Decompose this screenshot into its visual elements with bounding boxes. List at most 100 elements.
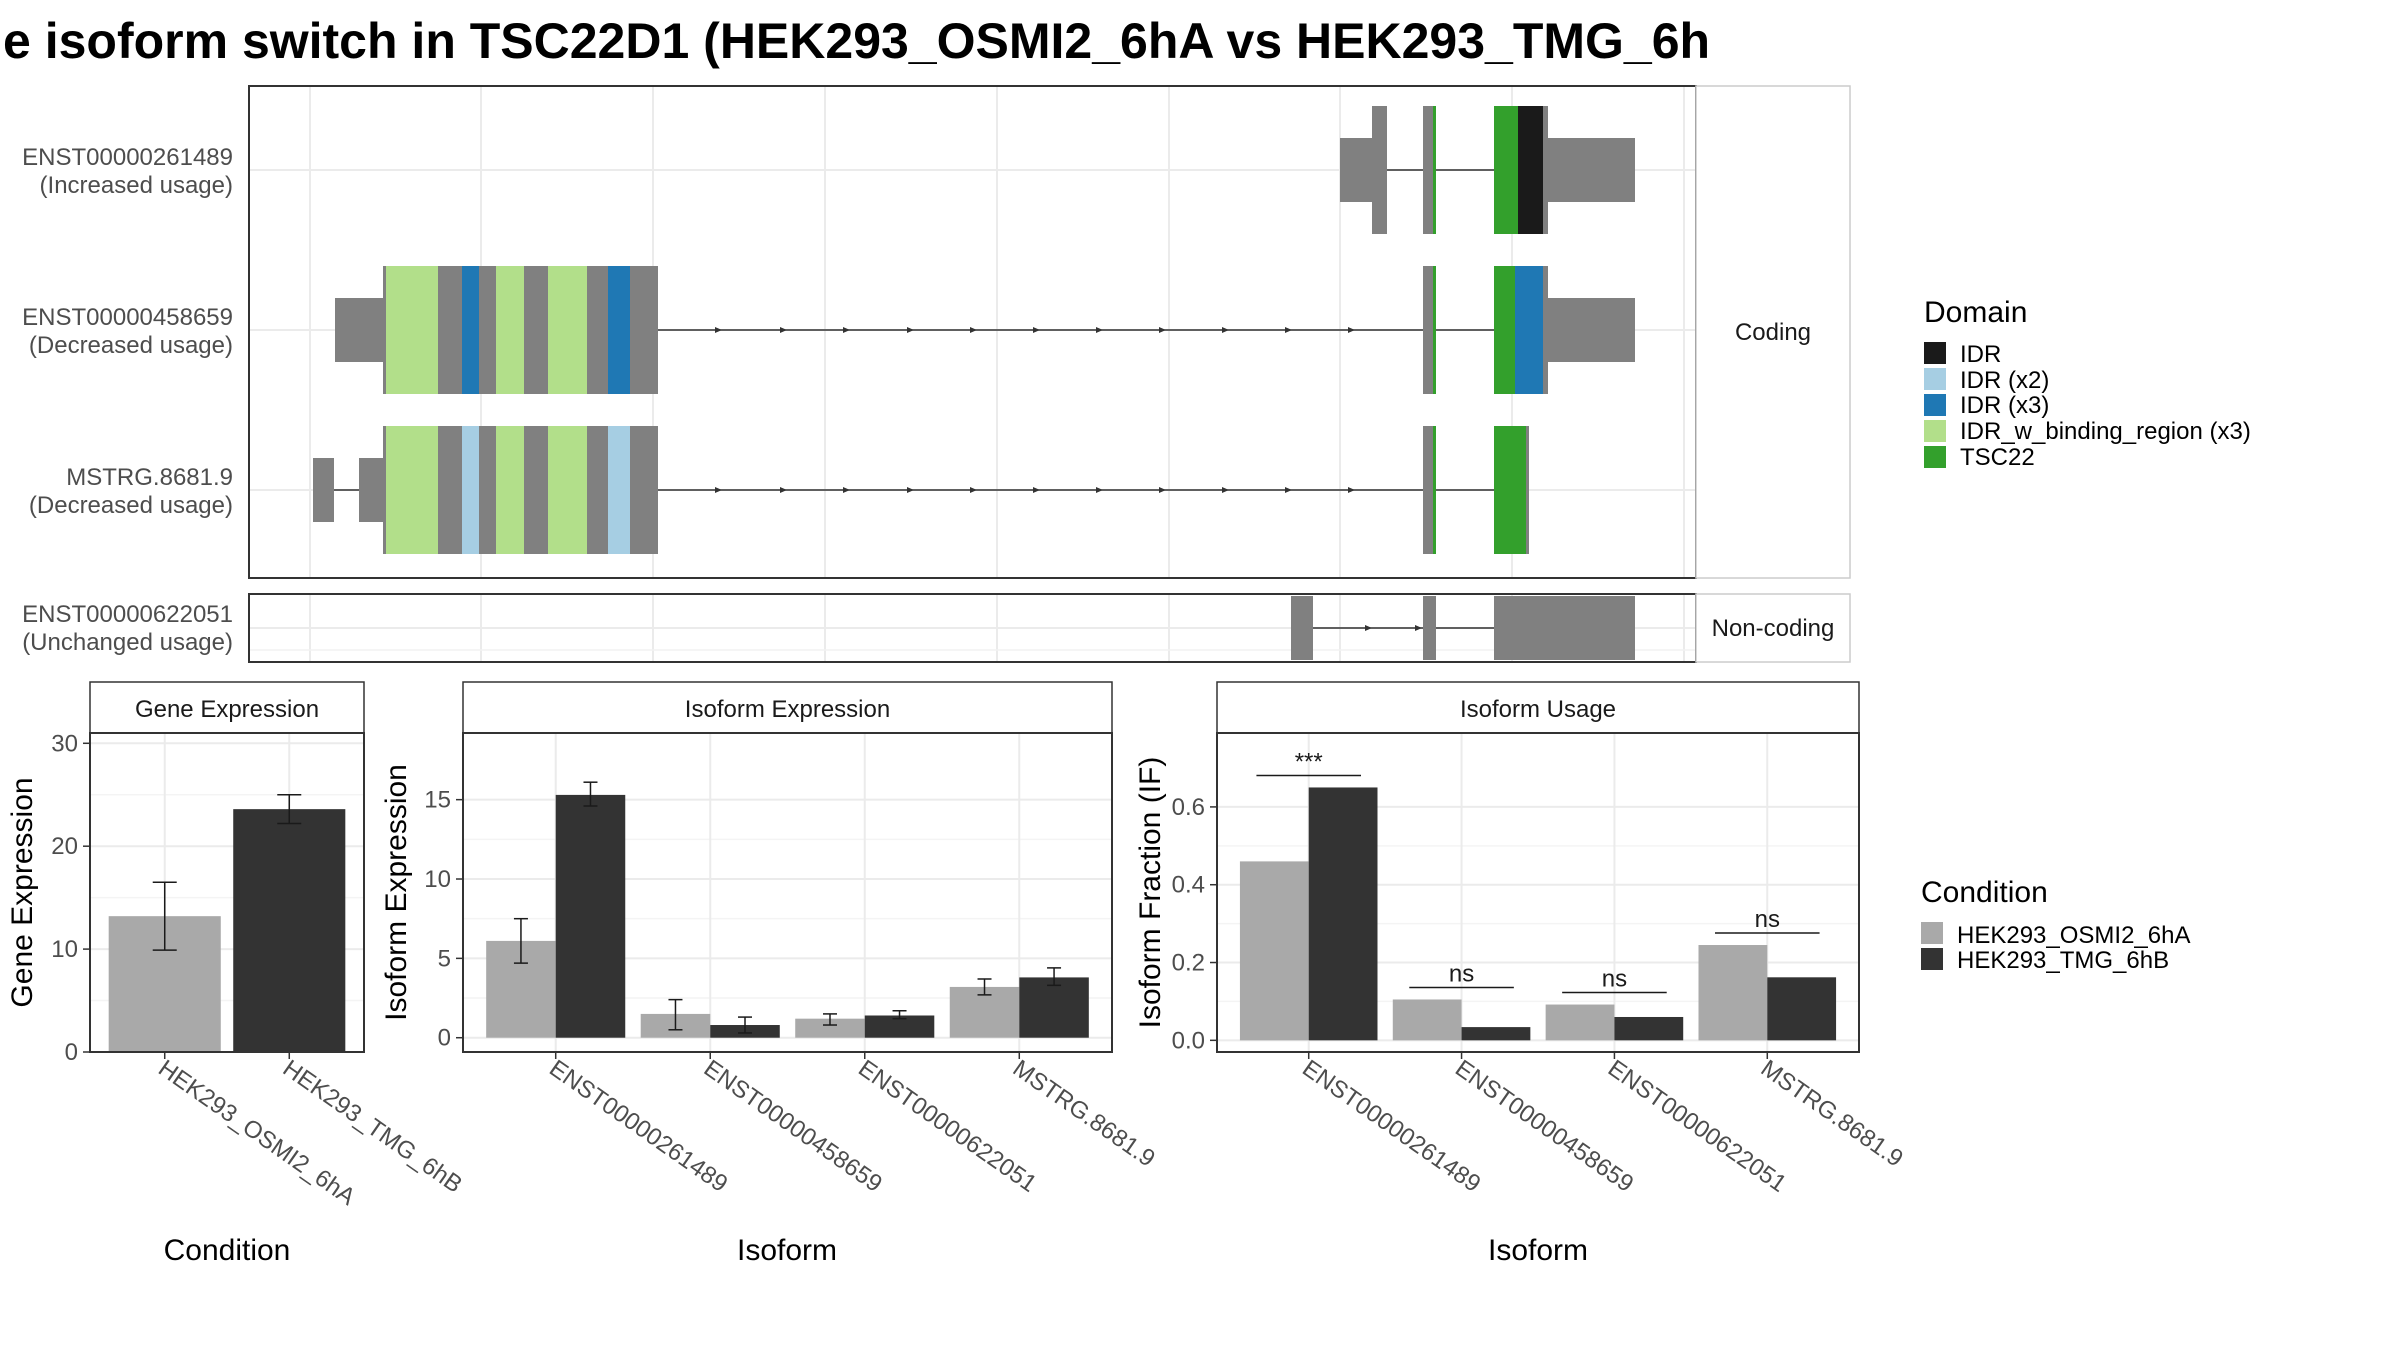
y-axis-title: Isoform Expression <box>380 764 413 1021</box>
transcript-id-label: MSTRG.8681.9 <box>66 464 233 491</box>
legend-label-idr-binding: IDR_w_binding_region (x3) <box>1960 418 2251 445</box>
intron-arrow <box>1159 487 1166 493</box>
intron-arrow <box>1348 487 1355 493</box>
intron-arrow <box>1096 327 1103 333</box>
coding-strip-label: Coding <box>1735 319 1811 346</box>
coding-exon <box>496 266 524 394</box>
noncoding-strip-label: Non-coding <box>1712 615 1835 642</box>
x-tick-label: MSTRG.8681.9 <box>1756 1055 1908 1173</box>
intron-arrow <box>843 327 850 333</box>
domain-tsc22 <box>1433 426 1436 554</box>
coding-exon <box>524 426 548 554</box>
noncoding-strip: Non-coding <box>1695 593 1851 663</box>
intron-arrow <box>970 487 977 493</box>
transcript-usage-label: (Decreased usage) <box>29 332 233 359</box>
intron-arrow <box>1348 327 1355 333</box>
coding-exon <box>462 266 479 394</box>
plot-frame <box>89 732 365 1053</box>
intron-arrow <box>907 487 914 493</box>
coding-exon <box>1543 106 1548 234</box>
coding-exon <box>1494 266 1515 394</box>
legend-swatch-idr-x2 <box>1924 368 1946 390</box>
coding-exon <box>1423 266 1436 394</box>
significance-label: *** <box>1295 748 1323 775</box>
bar <box>1767 977 1837 1041</box>
coding-exon <box>462 426 479 554</box>
legend-label-idr-x2: IDR (x2) <box>1960 367 2049 394</box>
figure-title: e isoform switch in TSC22D1 (HEK293_OSMI… <box>3 13 1710 69</box>
coding-exon <box>386 266 438 394</box>
domain-tsc22 <box>1433 266 1436 394</box>
legend-swatch-cond1 <box>1921 922 1943 944</box>
y-tick-label: 0 <box>65 1039 78 1066</box>
legend-label-cond1: HEK293_OSMI2_6hA <box>1957 922 2190 949</box>
transcript-models <box>313 106 1635 660</box>
significance-label: ns <box>1449 960 1474 987</box>
bar <box>1545 1004 1615 1041</box>
intron-arrow <box>1096 487 1103 493</box>
coding-exon <box>438 266 462 394</box>
coding-exon <box>383 266 386 394</box>
panel-title: Gene Expression <box>135 696 319 723</box>
legend-swatch-tsc22 <box>1924 446 1946 468</box>
legend-label-idr: IDR <box>1960 341 2001 368</box>
panel-strip <box>462 681 1113 734</box>
bar <box>233 809 346 1052</box>
utr-exon <box>335 298 383 362</box>
transcript-usage-label: (Decreased usage) <box>29 492 233 519</box>
panel-title: Isoform Expression <box>685 696 890 723</box>
x-axis-title: Isoform <box>1488 1234 1588 1267</box>
intron-arrow <box>780 487 787 493</box>
transcript-usage-label: (Unchanged usage) <box>22 629 233 656</box>
y-tick-label: 0.6 <box>1172 794 1205 821</box>
utr-exon <box>1340 138 1372 202</box>
intron-arrow <box>970 327 977 333</box>
y-tick-label: 10 <box>51 936 78 963</box>
legend-swatch-idr-binding <box>1924 420 1946 442</box>
domain-legend-title: Domain <box>1924 296 2027 329</box>
coding-exon <box>1526 426 1529 554</box>
y-tick-label: 30 <box>51 730 78 757</box>
legend-label-idr-x3: IDR (x3) <box>1960 392 2049 419</box>
coding-exon <box>548 266 587 394</box>
transcript-id-label: ENST00000261489 <box>22 144 233 171</box>
coding-exon <box>479 266 496 394</box>
intron-arrow <box>1159 327 1166 333</box>
transcript-usage-label: (Increased usage) <box>40 172 233 199</box>
coding-exon <box>1543 266 1548 394</box>
coding-exon <box>496 426 524 554</box>
coding-exon <box>386 426 438 554</box>
intron-arrow <box>1285 327 1292 333</box>
bar <box>795 1018 865 1038</box>
y-tick-label: 0.2 <box>1172 950 1205 977</box>
noncoding-exon <box>1291 596 1313 660</box>
y-tick-label: 0 <box>438 1025 451 1052</box>
intron-arrow <box>1222 487 1229 493</box>
plot-frame <box>1216 732 1860 1053</box>
legend-label-tsc22: TSC22 <box>1960 444 2035 471</box>
panel-strip <box>89 681 365 734</box>
panel-title: Isoform Usage <box>1460 696 1616 723</box>
coding-exon <box>438 426 462 554</box>
bar <box>1308 787 1378 1041</box>
significance-label: ns <box>1755 906 1780 933</box>
coding-exon <box>548 426 587 554</box>
intron-arrow <box>843 487 850 493</box>
intron-arrow <box>1285 487 1292 493</box>
x-axis-title: Condition <box>164 1234 291 1267</box>
transcript-id-label: ENST00000458659 <box>22 304 233 331</box>
y-tick-label: 0.4 <box>1172 872 1205 899</box>
y-tick-label: 0.0 <box>1172 1027 1205 1054</box>
y-tick-label: 5 <box>438 945 451 972</box>
coding-exon <box>1515 266 1543 394</box>
transcript-labels: ENST00000261489 (Increased usage) ENST00… <box>22 144 233 656</box>
bar <box>1698 945 1768 1041</box>
coding-exon <box>1372 106 1387 234</box>
intron-arrow <box>1033 487 1040 493</box>
condition-legend-title: Condition <box>1921 876 2048 909</box>
significance-label: ns <box>1602 966 1627 993</box>
coding-exon <box>608 266 630 394</box>
coding-exon <box>1494 106 1518 234</box>
bar <box>864 1015 935 1038</box>
utr-exon <box>313 458 334 522</box>
